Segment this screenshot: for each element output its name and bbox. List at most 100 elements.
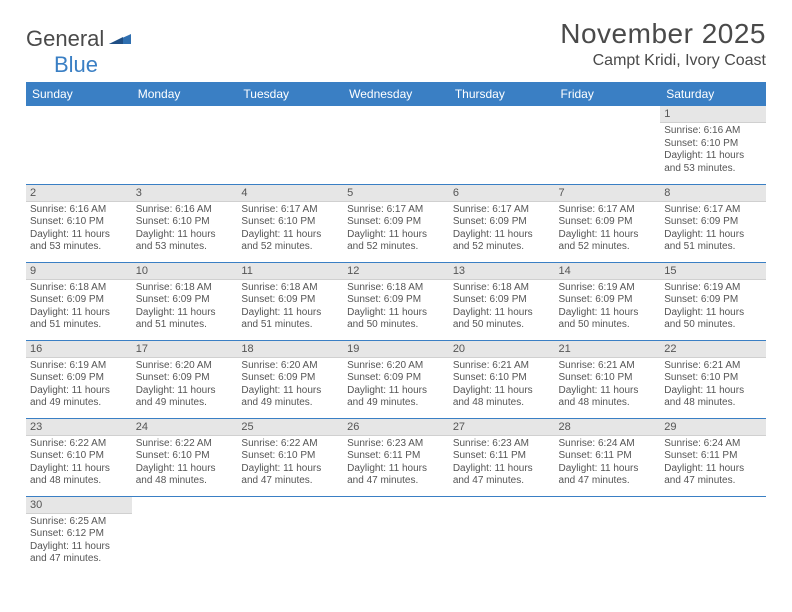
daylight-text-2: and 48 minutes. xyxy=(664,397,762,410)
sunset-text: Sunset: 6:10 PM xyxy=(559,372,657,385)
day-details: Sunrise: 6:17 AMSunset: 6:09 PMDaylight:… xyxy=(555,202,661,257)
daylight-text-2: and 51 minutes. xyxy=(664,241,762,254)
day-details: Sunrise: 6:24 AMSunset: 6:11 PMDaylight:… xyxy=(660,436,766,491)
sunset-text: Sunset: 6:10 PM xyxy=(30,450,128,463)
daylight-text-1: Daylight: 11 hours xyxy=(559,229,657,242)
day-cell: 24Sunrise: 6:22 AMSunset: 6:10 PMDayligh… xyxy=(132,418,238,496)
empty-cell xyxy=(132,496,238,574)
empty-cell xyxy=(237,106,343,184)
day-cell: 1Sunrise: 6:16 AMSunset: 6:10 PMDaylight… xyxy=(660,106,766,184)
day-details: Sunrise: 6:22 AMSunset: 6:10 PMDaylight:… xyxy=(132,436,238,491)
day-details: Sunrise: 6:19 AMSunset: 6:09 PMDaylight:… xyxy=(26,358,132,413)
sunrise-text: Sunrise: 6:23 AM xyxy=(453,438,551,451)
day-details: Sunrise: 6:17 AMSunset: 6:10 PMDaylight:… xyxy=(237,202,343,257)
day-cell: 23Sunrise: 6:22 AMSunset: 6:10 PMDayligh… xyxy=(26,418,132,496)
day-header-wednesday: Wednesday xyxy=(343,82,449,106)
empty-cell xyxy=(237,496,343,574)
empty-cell xyxy=(26,106,132,184)
daylight-text-1: Daylight: 11 hours xyxy=(453,385,551,398)
day-cell: 19Sunrise: 6:20 AMSunset: 6:09 PMDayligh… xyxy=(343,340,449,418)
daylight-text-1: Daylight: 11 hours xyxy=(453,229,551,242)
empty-cell xyxy=(132,106,238,184)
daylight-text-1: Daylight: 11 hours xyxy=(559,385,657,398)
sunrise-text: Sunrise: 6:17 AM xyxy=(664,204,762,217)
daylight-text-1: Daylight: 11 hours xyxy=(347,229,445,242)
sunrise-text: Sunrise: 6:22 AM xyxy=(241,438,339,451)
sunset-text: Sunset: 6:09 PM xyxy=(453,294,551,307)
daylight-text-1: Daylight: 11 hours xyxy=(30,385,128,398)
day-details: Sunrise: 6:23 AMSunset: 6:11 PMDaylight:… xyxy=(449,436,555,491)
daylight-text-2: and 47 minutes. xyxy=(453,475,551,488)
sunset-text: Sunset: 6:09 PM xyxy=(136,294,234,307)
daylight-text-2: and 51 minutes. xyxy=(241,319,339,332)
sunset-text: Sunset: 6:09 PM xyxy=(241,294,339,307)
sunset-text: Sunset: 6:09 PM xyxy=(347,294,445,307)
daylight-text-2: and 48 minutes. xyxy=(559,397,657,410)
day-header-row: SundayMondayTuesdayWednesdayThursdayFrid… xyxy=(26,82,766,106)
daylight-text-1: Daylight: 11 hours xyxy=(453,463,551,476)
day-header-sunday: Sunday xyxy=(26,82,132,106)
day-cell: 16Sunrise: 6:19 AMSunset: 6:09 PMDayligh… xyxy=(26,340,132,418)
day-header-friday: Friday xyxy=(555,82,661,106)
day-cell: 13Sunrise: 6:18 AMSunset: 6:09 PMDayligh… xyxy=(449,262,555,340)
day-number: 17 xyxy=(132,341,238,358)
daylight-text-1: Daylight: 11 hours xyxy=(241,385,339,398)
daylight-text-2: and 52 minutes. xyxy=(453,241,551,254)
sunset-text: Sunset: 6:10 PM xyxy=(241,216,339,229)
sunrise-text: Sunrise: 6:17 AM xyxy=(453,204,551,217)
day-number: 27 xyxy=(449,419,555,436)
daylight-text-1: Daylight: 11 hours xyxy=(241,463,339,476)
daylight-text-2: and 52 minutes. xyxy=(347,241,445,254)
sunrise-text: Sunrise: 6:25 AM xyxy=(30,516,128,529)
daylight-text-2: and 48 minutes. xyxy=(453,397,551,410)
day-header-thursday: Thursday xyxy=(449,82,555,106)
day-number: 14 xyxy=(555,263,661,280)
daylight-text-2: and 50 minutes. xyxy=(453,319,551,332)
daylight-text-1: Daylight: 11 hours xyxy=(241,307,339,320)
day-number: 20 xyxy=(449,341,555,358)
day-number: 18 xyxy=(237,341,343,358)
location-label: Campt Kridi, Ivory Coast xyxy=(560,52,766,70)
logo: General xyxy=(26,18,133,52)
day-number: 25 xyxy=(237,419,343,436)
sunrise-text: Sunrise: 6:19 AM xyxy=(664,282,762,295)
sunrise-text: Sunrise: 6:19 AM xyxy=(559,282,657,295)
day-details: Sunrise: 6:22 AMSunset: 6:10 PMDaylight:… xyxy=(237,436,343,491)
sunrise-text: Sunrise: 6:16 AM xyxy=(30,204,128,217)
sunrise-text: Sunrise: 6:18 AM xyxy=(136,282,234,295)
day-cell: 29Sunrise: 6:24 AMSunset: 6:11 PMDayligh… xyxy=(660,418,766,496)
day-cell: 2Sunrise: 6:16 AMSunset: 6:10 PMDaylight… xyxy=(26,184,132,262)
daylight-text-1: Daylight: 11 hours xyxy=(136,229,234,242)
daylight-text-2: and 49 minutes. xyxy=(241,397,339,410)
sunrise-text: Sunrise: 6:16 AM xyxy=(664,125,762,138)
sunset-text: Sunset: 6:11 PM xyxy=(664,450,762,463)
empty-cell xyxy=(343,496,449,574)
day-number: 6 xyxy=(449,185,555,202)
sunset-text: Sunset: 6:12 PM xyxy=(30,528,128,541)
daylight-text-2: and 47 minutes. xyxy=(347,475,445,488)
daylight-text-1: Daylight: 11 hours xyxy=(30,541,128,554)
empty-cell xyxy=(449,496,555,574)
daylight-text-2: and 47 minutes. xyxy=(664,475,762,488)
logo-text-general: General xyxy=(26,26,104,52)
day-cell: 20 Sunrise: 6:21 AMSunset: 6:10 PMDayligh… xyxy=(449,340,555,418)
day-cell: 12Sunrise: 6:18 AMSunset: 6:09 PMDayligh… xyxy=(343,262,449,340)
day-cell: 14Sunrise: 6:19 AMSunset: 6:09 PMDayligh… xyxy=(555,262,661,340)
day-cell: 7Sunrise: 6:17 AMSunset: 6:09 PMDaylight… xyxy=(555,184,661,262)
sunrise-text: Sunrise: 6:21 AM xyxy=(453,360,551,373)
sunset-text: Sunset: 6:09 PM xyxy=(241,372,339,385)
day-details: Sunrise: 6:25 AMSunset: 6:12 PMDaylight:… xyxy=(26,514,132,569)
sunset-text: Sunset: 6:09 PM xyxy=(559,216,657,229)
day-details: Sunrise: 6:21 AMSunset: 6:10 PMDaylight:… xyxy=(555,358,661,413)
sunset-text: Sunset: 6:10 PM xyxy=(453,372,551,385)
day-number: 12 xyxy=(343,263,449,280)
sunrise-text: Sunrise: 6:18 AM xyxy=(453,282,551,295)
sunrise-text: Sunrise: 6:17 AM xyxy=(559,204,657,217)
header: General November 2025 Campt Kridi, Ivory… xyxy=(26,18,766,70)
day-details: Sunrise: 6:18 AMSunset: 6:09 PMDaylight:… xyxy=(26,280,132,335)
daylight-text-1: Daylight: 11 hours xyxy=(559,307,657,320)
day-details: Sunrise: 6:20 AMSunset: 6:09 PMDaylight:… xyxy=(132,358,238,413)
day-number: 3 xyxy=(132,185,238,202)
day-cell: 8Sunrise: 6:17 AMSunset: 6:09 PMDaylight… xyxy=(660,184,766,262)
empty-cell xyxy=(343,106,449,184)
